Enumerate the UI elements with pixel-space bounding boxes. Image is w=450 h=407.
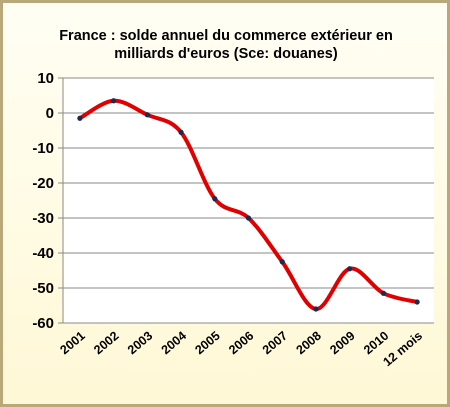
y-tick-label: -20 bbox=[32, 175, 54, 192]
data-point bbox=[380, 290, 387, 296]
data-point bbox=[414, 299, 420, 305]
data-point bbox=[212, 196, 218, 202]
data-point bbox=[178, 129, 184, 135]
y-tick-label: -10 bbox=[32, 140, 54, 157]
y-tick-label: -50 bbox=[32, 280, 54, 297]
data-point bbox=[347, 266, 353, 272]
chart-title-line-2: milliards d'euros (Sce: douanes) bbox=[114, 46, 338, 62]
data-point bbox=[144, 112, 150, 118]
data-point bbox=[279, 259, 285, 265]
data-point bbox=[110, 98, 117, 104]
y-tick-label: 0 bbox=[46, 105, 54, 122]
chart-title-line-1: France : solde annuel du commerce extéri… bbox=[59, 28, 393, 44]
y-tick-label: 10 bbox=[37, 70, 54, 87]
data-point bbox=[77, 115, 83, 121]
series-revenue-balance bbox=[77, 98, 420, 312]
y-tick-label: -40 bbox=[32, 245, 54, 262]
plot-area bbox=[63, 78, 434, 323]
y-axis-ticks: 10 0 -10 -20 -30 -40 -50 -60 bbox=[32, 70, 63, 332]
data-point bbox=[245, 215, 252, 221]
data-point bbox=[313, 306, 319, 312]
gridlines bbox=[63, 77, 434, 324]
y-tick-label: -60 bbox=[32, 315, 54, 332]
y-tick-label: -30 bbox=[32, 210, 54, 227]
